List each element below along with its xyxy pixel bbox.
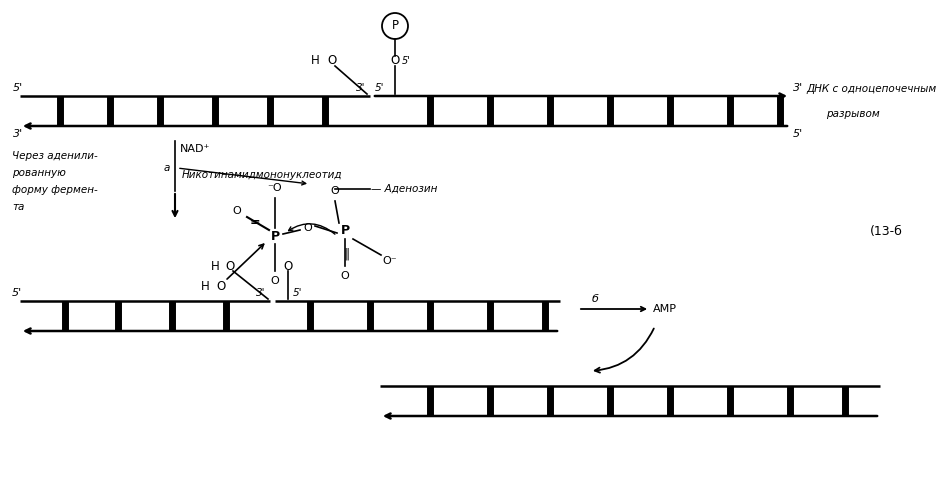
Text: ДНК с одноцепочечным: ДНК с одноцепочечным xyxy=(805,84,935,94)
Text: 3': 3' xyxy=(13,129,23,139)
Text: ‖: ‖ xyxy=(344,247,350,260)
Text: P: P xyxy=(271,229,279,243)
Text: форму фермен-: форму фермен- xyxy=(12,185,97,195)
Text: O: O xyxy=(271,276,279,286)
Text: P: P xyxy=(391,19,398,33)
Text: разрывом: разрывом xyxy=(826,109,879,119)
Text: O: O xyxy=(303,223,312,233)
Text: O: O xyxy=(330,186,339,196)
Text: 5': 5' xyxy=(12,288,22,298)
Text: 5': 5' xyxy=(792,129,802,139)
Text: (13-б: (13-б xyxy=(869,225,902,238)
Text: P: P xyxy=(340,225,349,238)
Text: — Аденозин: — Аденозин xyxy=(371,184,437,194)
Text: O: O xyxy=(226,260,234,273)
Text: AMP: AMP xyxy=(652,304,677,314)
Text: H: H xyxy=(311,54,319,68)
Text: O⁻: O⁻ xyxy=(382,256,397,266)
Text: O: O xyxy=(232,206,241,216)
Text: Никотинамидмононуклеотид: Никотинамидмононуклеотид xyxy=(182,170,343,180)
Text: 5': 5' xyxy=(13,83,23,93)
Text: O: O xyxy=(327,54,336,68)
Text: H: H xyxy=(200,279,209,293)
Text: O: O xyxy=(216,279,226,293)
Text: 3': 3' xyxy=(792,83,802,93)
Text: NAD⁺: NAD⁺ xyxy=(180,144,211,154)
Text: 3': 3' xyxy=(256,288,265,298)
Text: рованную: рованную xyxy=(12,168,66,178)
Text: а: а xyxy=(164,163,169,173)
Text: =: = xyxy=(249,216,260,229)
Text: O: O xyxy=(390,54,399,68)
Text: 5': 5' xyxy=(293,288,302,298)
Text: б: б xyxy=(592,294,598,304)
Text: O: O xyxy=(341,271,349,281)
Text: ⁻O: ⁻O xyxy=(268,183,282,193)
Text: та: та xyxy=(12,202,24,212)
Text: 3': 3' xyxy=(355,83,365,93)
Text: 5': 5' xyxy=(402,56,411,66)
Text: Через аденили-: Через аденили- xyxy=(12,151,97,161)
Text: H: H xyxy=(211,260,219,273)
Text: O: O xyxy=(283,260,292,273)
Text: 5': 5' xyxy=(374,83,384,93)
